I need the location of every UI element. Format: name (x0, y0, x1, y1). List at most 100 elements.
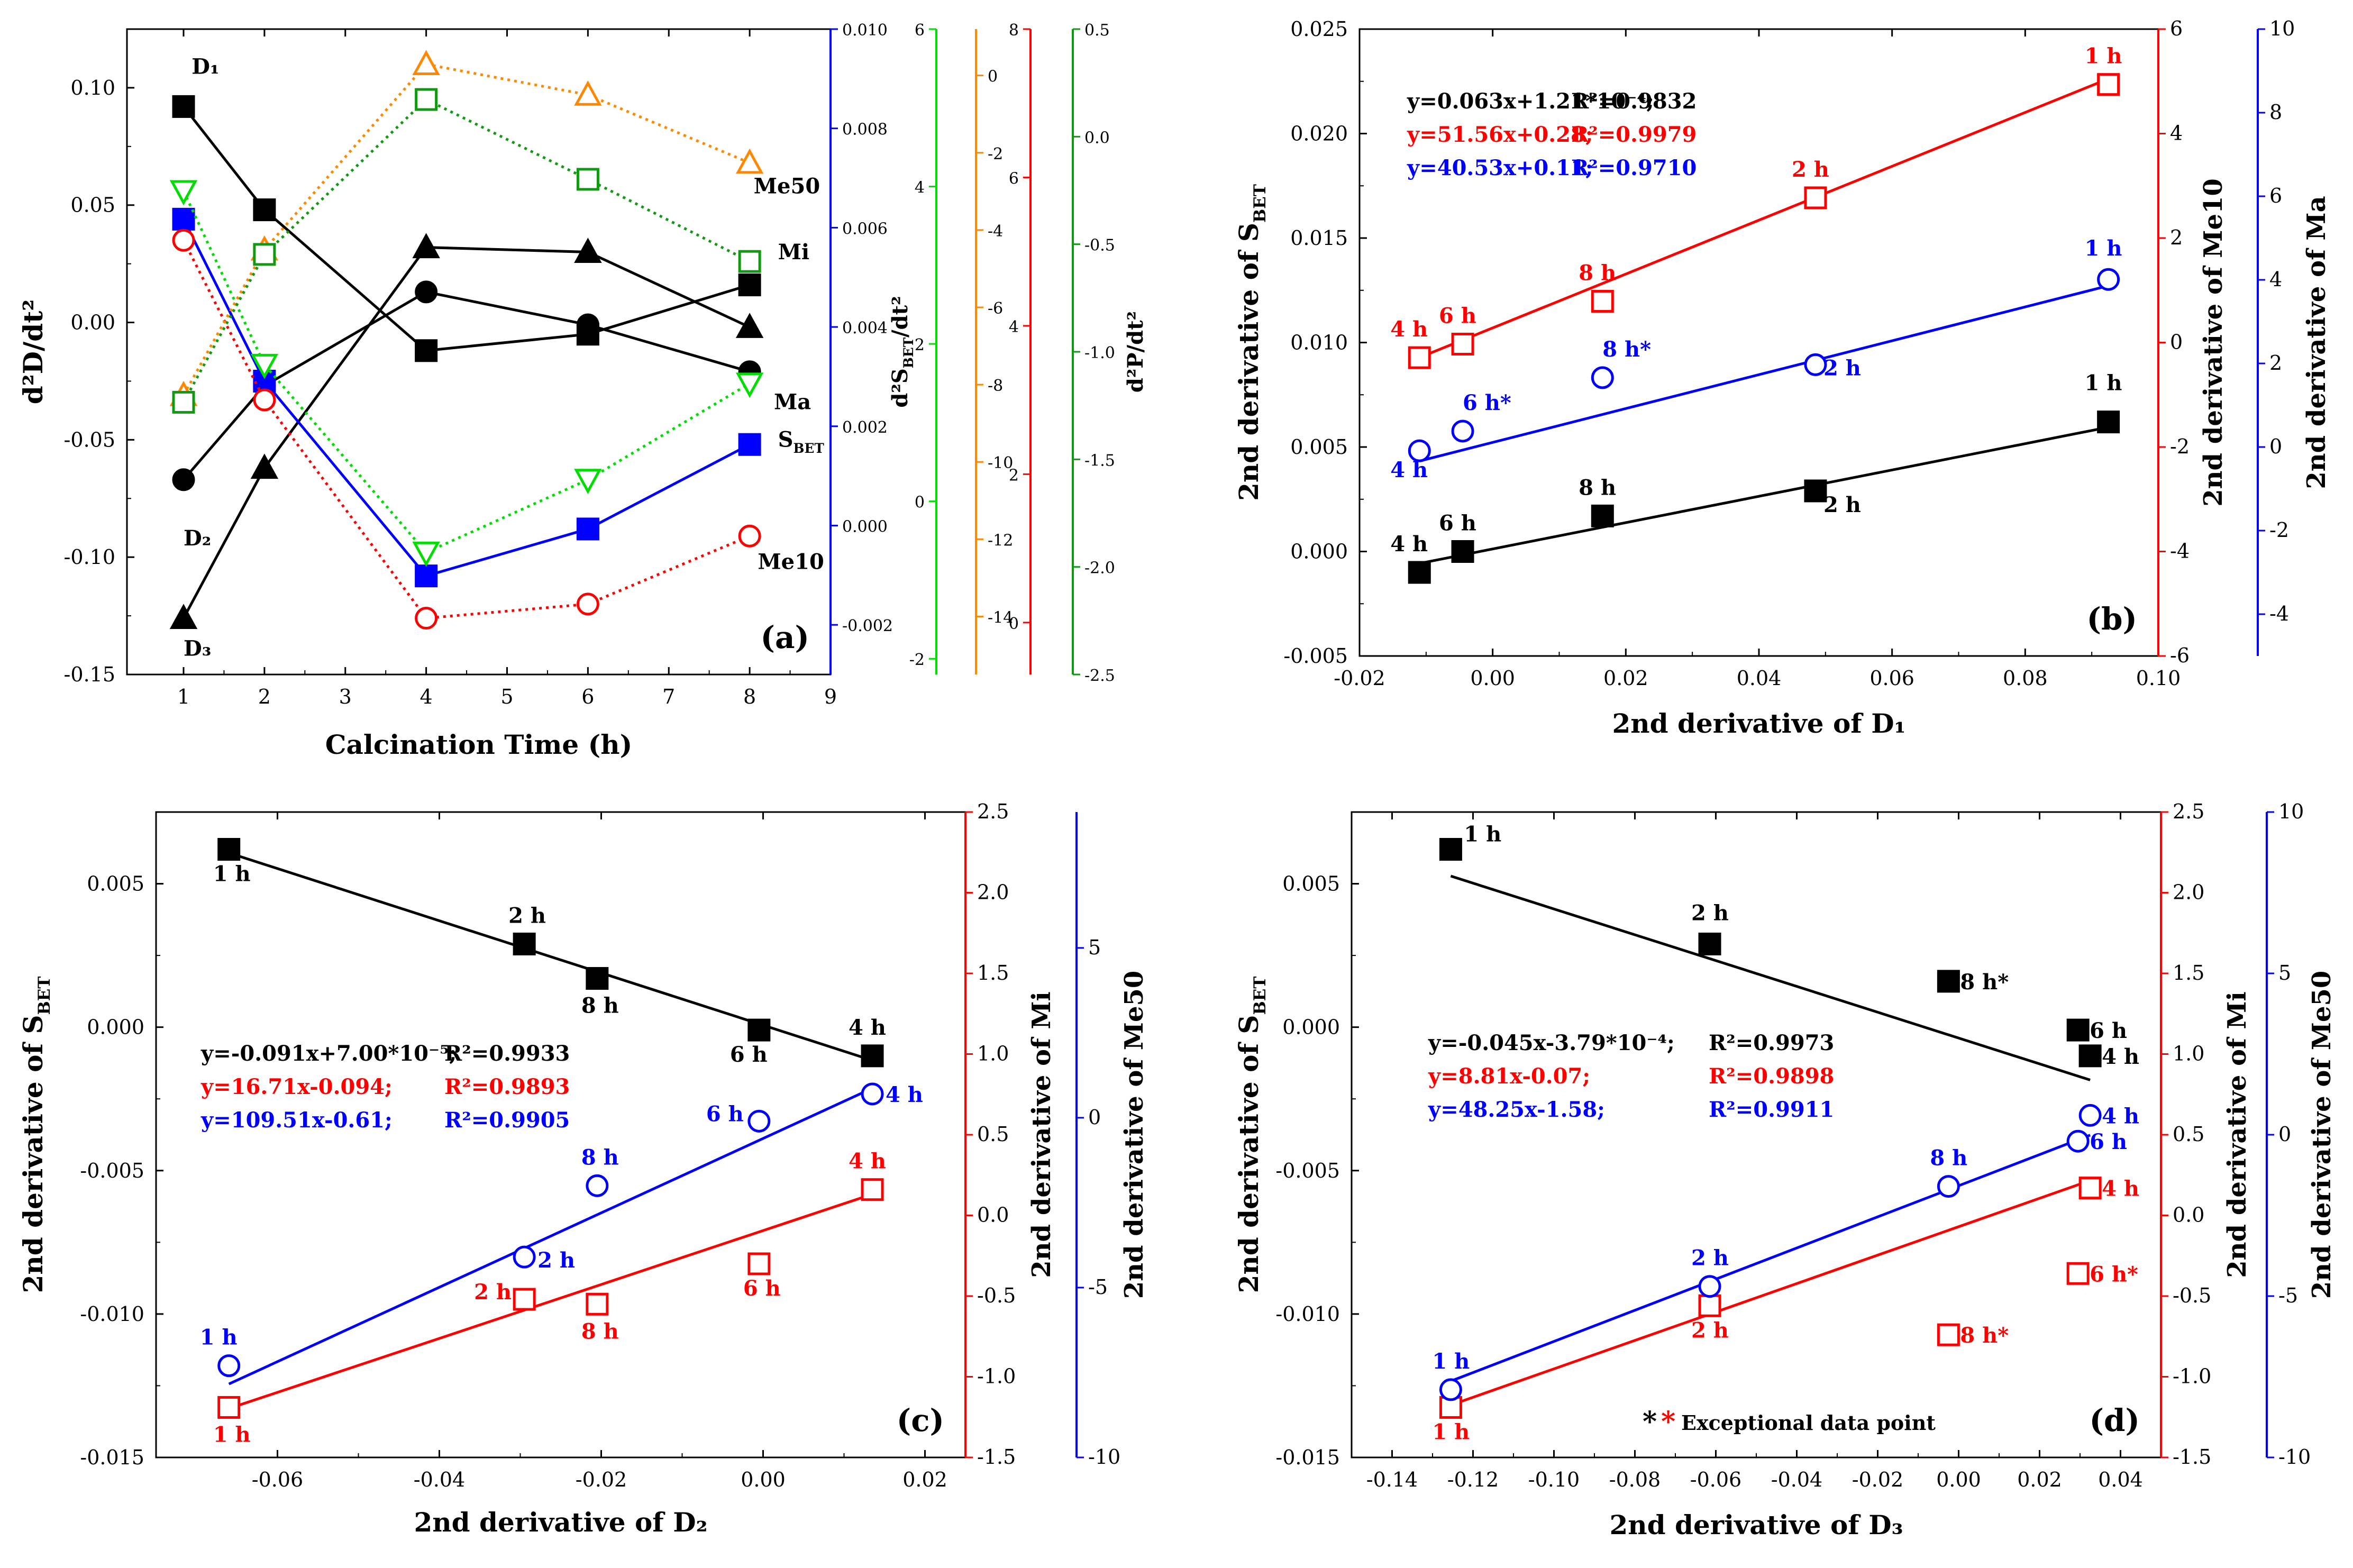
data-point (586, 1174, 609, 1197)
data-point (1698, 1275, 1721, 1298)
right-tick-label: -1.5 (2173, 1445, 2211, 1469)
point-label: 8 h (581, 1145, 619, 1170)
fit-equation: y=51.56x+0.28; (1407, 122, 1593, 147)
point-label: 1 h (1432, 1419, 1470, 1444)
point-label: 2 h (1691, 1318, 1729, 1343)
point-label: 8 h* (1960, 970, 2009, 995)
right-tick-label: -8 (988, 377, 1003, 395)
x-tick-label: 0.02 (2017, 1468, 2062, 1491)
series-annotation: D₂ (184, 526, 211, 551)
right-tick-label: -4 (2170, 540, 2190, 563)
series-line (183, 105, 750, 352)
y-tick-label: -0.15 (64, 663, 115, 686)
data-point (738, 274, 761, 297)
fit-r2: R²=0.9832 (1571, 89, 1697, 114)
fit-r2: R²=0.9905 (444, 1108, 570, 1133)
note-star-red: * (1661, 1406, 1675, 1438)
point-label: 4 h (2102, 1104, 2139, 1128)
point-label: 1 h (2085, 236, 2122, 261)
right-tick-label: 10 (2269, 17, 2295, 40)
data-point (735, 372, 764, 398)
right-tick-label: 0.002 (842, 418, 888, 437)
y-tick-label: 0.000 (1290, 540, 1348, 563)
point-label: 8 h (581, 1319, 619, 1344)
panel-a: 1 2 3 4 5 6 7 8 9 Calcination Time (h) -0.15 -0.10 -… (17, 21, 1148, 760)
y-tick-label: -0.10 (64, 545, 115, 569)
data-point (1451, 332, 1474, 355)
right-tick-label: 1.0 (2173, 1042, 2204, 1065)
point-label: 2 h (1823, 355, 1861, 380)
data-point (1804, 186, 1827, 209)
right-tick-label: 2.0 (977, 881, 1009, 904)
fit-equation: y=40.53x+0.11; (1407, 156, 1593, 180)
x-tick-label: 0.04 (1737, 667, 1782, 690)
data-point (250, 453, 279, 479)
data-point (576, 313, 599, 336)
right-tick-label: -12 (988, 531, 1013, 550)
x-axis-label: 2nd derivative of D₃ (1610, 1509, 1903, 1540)
data-point (172, 95, 195, 118)
right-tick-label: -0.5 (1084, 236, 1115, 255)
data-point (415, 339, 438, 362)
right-tick-label: 2 (2269, 351, 2282, 375)
right-tick-label: -2.5 (1084, 667, 1115, 685)
x-tick-label: -0.14 (1366, 1468, 1418, 1491)
x-tick-label: -0.10 (1528, 1468, 1580, 1491)
data-point (574, 238, 602, 263)
series-annotation: SBET (778, 427, 825, 456)
right-tick-label: 0 (988, 68, 998, 86)
data-point (412, 233, 440, 259)
right-tick-label: -1.0 (1084, 344, 1115, 362)
data-point (2066, 1018, 2090, 1042)
fit-line (228, 1087, 873, 1385)
right-tick-label: 0.010 (842, 21, 888, 40)
right-tick-label: -10 (2278, 1445, 2311, 1469)
right-tick-label: -1.0 (2173, 1365, 2211, 1388)
fit-equation: y=-0.045x-3.79*10⁻⁴; (1428, 1031, 1675, 1055)
data-point (169, 180, 198, 206)
plot-frame-d (1351, 811, 2162, 1458)
y-tick-label: 0.015 (1290, 226, 1348, 250)
x-tick-label: 0.06 (1869, 667, 1914, 690)
x-tick-label: 6 (581, 685, 594, 708)
series-annotation: Me50 (754, 174, 820, 199)
x-tick-label: 0.02 (1603, 667, 1648, 690)
fit-line (1450, 874, 2091, 1081)
series-annotation: D₃ (184, 636, 211, 661)
data-point (217, 837, 241, 861)
data-point (1804, 353, 1827, 376)
x-axis-label: 2nd derivative of D₂ (414, 1507, 708, 1538)
point-label: 2 h (474, 1280, 512, 1305)
y-axis-label: 2nd derivative of SBET (1233, 977, 1270, 1293)
panel-label: (d) (2090, 1402, 2140, 1438)
point-label: 8 h (1579, 260, 1616, 285)
fit-line (1419, 426, 2109, 565)
data-point (576, 168, 599, 191)
x-tick-label: 0.00 (1470, 667, 1515, 690)
right-tick-label: 0 (1088, 1106, 1101, 1129)
x-tick-label: 8 (743, 685, 756, 708)
data-point (412, 50, 440, 76)
series-annotation: Ma (774, 390, 811, 415)
data-point (412, 541, 440, 567)
x-tick-label: 4 (420, 685, 433, 708)
right-tick-label: 6 (915, 21, 925, 40)
x-tick-label: -0.06 (1690, 1468, 1741, 1491)
right-axis-label: d²SBET/dt² (888, 296, 916, 407)
right-tick-label: -0.5 (977, 1284, 1016, 1307)
fit-line (1450, 1134, 2091, 1383)
point-label: 8 h (1930, 1146, 1967, 1171)
note-star-black: * (1643, 1406, 1657, 1438)
point-label: 2 h (1823, 493, 1861, 517)
right-tick-label: 2 (915, 336, 925, 354)
x-tick-label: 0.00 (741, 1468, 786, 1491)
data-point (1408, 439, 1431, 462)
data-point (217, 1354, 241, 1378)
y-tick-label: 0.000 (1282, 1016, 1340, 1039)
data-point (2066, 1129, 2090, 1153)
point-label: 2 h (1691, 1246, 1729, 1271)
data-point (576, 592, 599, 616)
right-tick-label: -1.5 (1084, 451, 1115, 470)
right-axis-label: d²P/dt² (1123, 311, 1148, 393)
right-tick-label: 8 (1009, 21, 1019, 40)
